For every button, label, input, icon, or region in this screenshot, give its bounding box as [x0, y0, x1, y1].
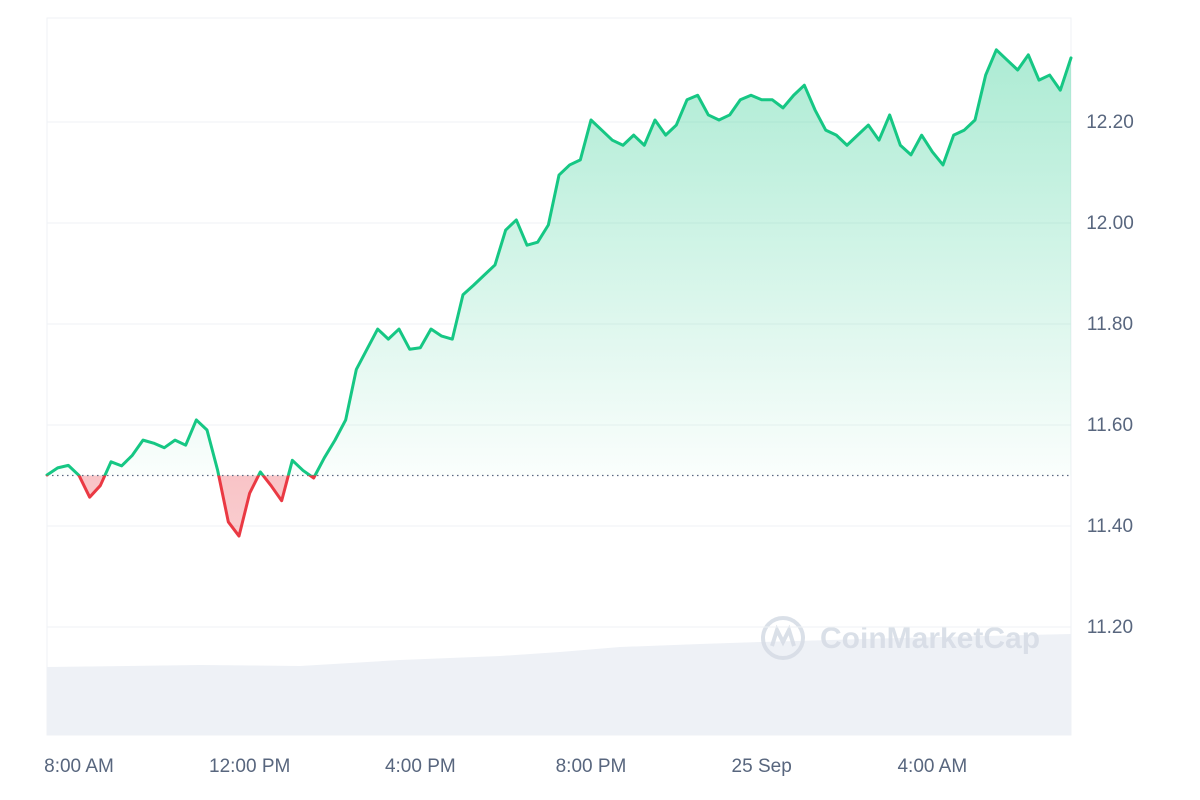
x-tick-label: 4:00 AM [897, 756, 967, 777]
price-line [45, 48, 1073, 538]
y-tick-label: 12.00 [1086, 213, 1134, 234]
x-tick-label: 25 Sep [732, 756, 792, 777]
x-tick-label: 8:00 PM [556, 756, 627, 777]
price-area [47, 49, 1071, 537]
watermark-logo [761, 616, 805, 660]
y-tick-label: 11.60 [1087, 415, 1133, 436]
y-tick-label: 11.80 [1087, 314, 1133, 335]
y-tick-label: 12.20 [1086, 112, 1134, 133]
x-tick-label: 12:00 PM [209, 756, 290, 777]
volume-area [47, 634, 1071, 735]
y-tick-label: 11.20 [1087, 617, 1133, 638]
x-tick-label: 4:00 PM [385, 756, 456, 777]
x-tick-label: 8:00 AM [44, 756, 114, 777]
watermark-logo-mark [770, 624, 796, 647]
y-tick-label: 11.40 [1087, 516, 1133, 537]
